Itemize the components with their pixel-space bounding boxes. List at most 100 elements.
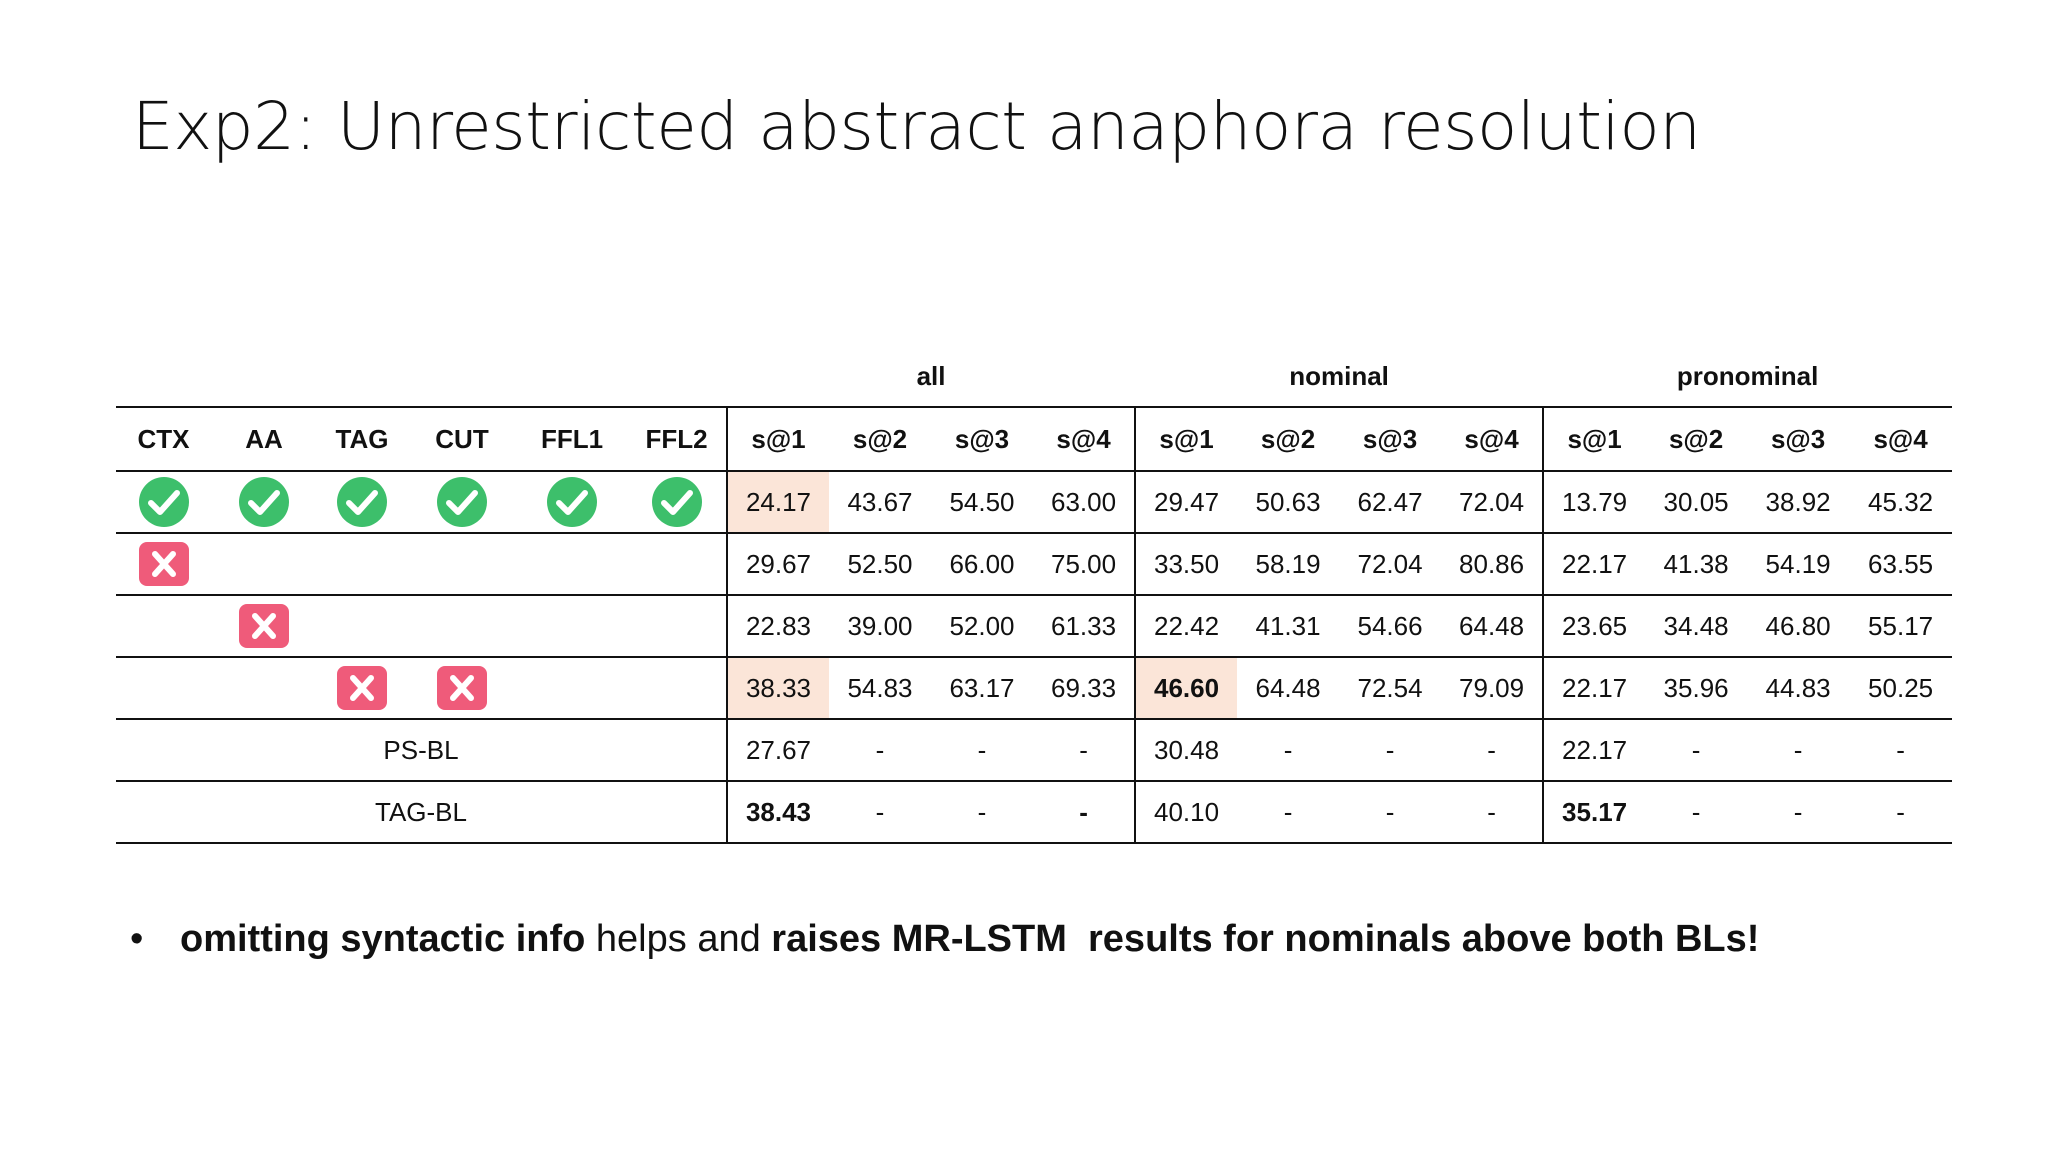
value-cell: - [1441, 781, 1544, 844]
value-cell: 35.17 [1542, 781, 1646, 844]
feature-cell [211, 595, 317, 658]
bullet-marker: • [130, 918, 144, 960]
feature-cell [627, 533, 727, 596]
column-header-feature: FFL1 [517, 406, 627, 472]
value-cell: 63.55 [1849, 533, 1953, 596]
cross-icon [436, 665, 488, 711]
bullet-point: • omitting syntactic info helps and raise… [130, 918, 1759, 961]
feature-cell [317, 657, 407, 720]
column-header-row: CTX AA TAG CUT FFL1 FFL2 s@1 s@2 s@3 s@4 s@1 s@2 s@3… [116, 406, 1953, 472]
value-cell: 33.50 [1134, 533, 1238, 596]
feature-cell [317, 533, 407, 596]
value-cell: 64.48 [1237, 657, 1340, 720]
table-row: TAG-BL 38.43- - -40.10- - -35.17- - - [116, 781, 1953, 844]
column-header-metric: s@4 [1849, 406, 1953, 472]
value-cell: 54.66 [1339, 595, 1442, 658]
value-cell: 54.50 [931, 471, 1033, 534]
column-header-metric: s@1 [1134, 406, 1238, 472]
value-cell: 29.67 [726, 533, 829, 596]
column-header-feature: FFL2 [627, 406, 727, 472]
value-cell: 46.80 [1747, 595, 1850, 658]
value-cell: - [931, 719, 1033, 782]
value-cell: 58.19 [1237, 533, 1340, 596]
value-cell: 52.50 [829, 533, 931, 596]
column-header-feature: CTX [116, 406, 211, 472]
feature-cell [211, 471, 317, 534]
value-cell: 41.38 [1645, 533, 1748, 596]
feature-cell [407, 471, 517, 534]
value-cell: - [829, 781, 931, 844]
feature-cell [211, 533, 317, 596]
table-body: 24.17 43.67 54.50 63.00 29.47 50.63 62.47 72.04… [116, 471, 1953, 844]
value-cell: 22.42 [1134, 595, 1238, 658]
value-cell: 72.04 [1441, 471, 1544, 534]
check-icon [546, 476, 598, 528]
value-cell: 22.83 [726, 595, 829, 658]
column-header-metric: s@3 [1747, 406, 1850, 472]
value-cell: 22.17 [1542, 657, 1646, 720]
column-header-metric: s@1 [1542, 406, 1646, 472]
value-cell: - [1237, 781, 1340, 844]
value-cell: 64.48 [1441, 595, 1544, 658]
feature-cell [627, 657, 727, 720]
value-cell: 30.05 [1645, 471, 1748, 534]
feature-cell [317, 471, 407, 534]
value-cell: 75.00 [1033, 533, 1136, 596]
value-cell: 38.92 [1747, 471, 1850, 534]
value-cell: 54.83 [829, 657, 931, 720]
value-cell: 30.48 [1134, 719, 1238, 782]
value-cell: 55.17 [1849, 595, 1953, 658]
feature-cell [517, 471, 627, 534]
feature-cell [517, 657, 627, 720]
check-icon [336, 476, 388, 528]
value-cell: - [1339, 781, 1442, 844]
value-cell: - [1441, 719, 1544, 782]
column-header-feature: CUT [407, 406, 517, 472]
table-row: 29.67 52.50 66.00 75.00 33.50 58.19 72.04 80.86… [116, 533, 1953, 596]
value-cell: - [1645, 719, 1748, 782]
value-cell: 35.96 [1645, 657, 1748, 720]
feature-cell [407, 657, 517, 720]
group-header-all: all [916, 360, 946, 391]
value-cell: 23.65 [1542, 595, 1646, 658]
column-header-metric: s@2 [1237, 406, 1340, 472]
value-cell: 46.60 [1134, 657, 1238, 720]
feature-cell [116, 471, 211, 534]
value-cell: 22.17 [1542, 533, 1646, 596]
value-cell: - [829, 719, 931, 782]
feature-cell [627, 471, 727, 534]
value-cell: - [1747, 719, 1850, 782]
value-cell: 63.00 [1033, 471, 1136, 534]
value-cell: - [1033, 781, 1136, 844]
check-icon [651, 476, 703, 528]
value-cell: 39.00 [829, 595, 931, 658]
table-row: PS-BL 27.67- - -30.48- - -22.17- - - [116, 719, 1953, 782]
value-cell: 69.33 [1033, 657, 1136, 720]
column-header-metric: s@3 [1339, 406, 1442, 472]
value-cell: 63.17 [931, 657, 1033, 720]
feature-cell [116, 595, 211, 658]
value-cell: 54.19 [1747, 533, 1850, 596]
column-header-metric: s@1 [726, 406, 829, 472]
value-cell: 80.86 [1441, 533, 1544, 596]
bullet-bold-part-2: raises MR-LSTM results for nominals abov… [771, 918, 1760, 960]
column-header-metric: s@2 [829, 406, 931, 472]
value-cell: - [931, 781, 1033, 844]
value-cell: 43.67 [829, 471, 931, 534]
feature-cell [627, 595, 727, 658]
group-header-row: all nominal pronominal [116, 346, 1952, 407]
cross-icon [238, 603, 290, 649]
table-row: 24.17 43.67 54.50 63.00 29.47 50.63 62.47 72.04… [116, 471, 1953, 534]
value-cell: 66.00 [931, 533, 1033, 596]
results-table: all nominal pronominal CTX AA TAG CUT FFL1 FF… [116, 346, 1953, 844]
value-cell: - [1645, 781, 1748, 844]
value-cell: 29.47 [1134, 471, 1238, 534]
value-cell: 22.17 [1542, 719, 1646, 782]
check-icon [436, 476, 488, 528]
feature-cell [407, 533, 517, 596]
value-cell: - [1849, 781, 1953, 844]
value-cell: 13.79 [1542, 471, 1646, 534]
value-cell: 24.17 [726, 471, 829, 534]
group-header-pronominal: pronominal [1676, 360, 1819, 391]
value-cell: 79.09 [1441, 657, 1544, 720]
